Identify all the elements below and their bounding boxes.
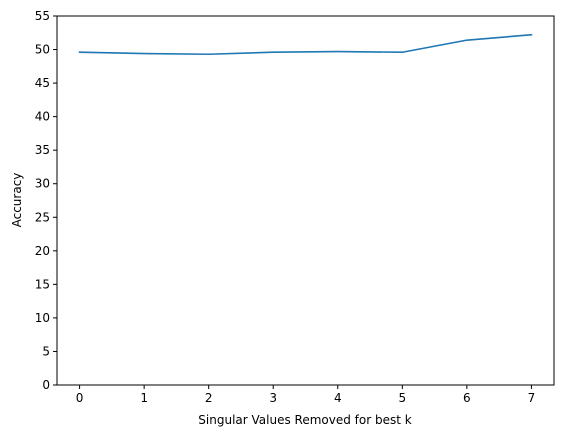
x-tick-label: 5 <box>398 391 406 405</box>
x-tick-label: 3 <box>269 391 277 405</box>
plot-area <box>56 15 555 386</box>
y-tick-label: 20 <box>35 244 50 258</box>
y-tick-label: 55 <box>35 9 50 23</box>
series-group <box>78 33 533 56</box>
y-tick-label: 25 <box>35 210 50 224</box>
y-tick-label: 0 <box>42 378 50 392</box>
y-tick-label: 5 <box>42 344 50 358</box>
y-tick-label: 30 <box>35 177 50 191</box>
x-tick-label: 0 <box>76 391 84 405</box>
y-tick-label: 45 <box>35 76 50 90</box>
series-line <box>78 33 533 56</box>
x-axis-label: Singular Values Removed for best k <box>198 413 411 427</box>
y-tick-label: 15 <box>35 277 50 291</box>
y-tick-label: 10 <box>35 311 50 325</box>
x-tick-label: 4 <box>334 391 342 405</box>
x-tick-label: 1 <box>140 391 148 405</box>
x-axis-ticks: 0 1 2 3 4 5 6 7 <box>76 385 535 405</box>
x-tick-label: 7 <box>528 391 536 405</box>
x-tick-label: 2 <box>205 391 213 405</box>
y-axis-label: Accuracy <box>10 173 24 228</box>
y-tick-label: 35 <box>35 143 50 157</box>
y-tick-label: 50 <box>35 43 50 57</box>
y-tick-label: 40 <box>35 110 50 124</box>
x-tick-label: 6 <box>463 391 471 405</box>
y-axis-ticks: 0 5 10 15 20 25 30 35 40 45 50 55 <box>35 9 57 392</box>
